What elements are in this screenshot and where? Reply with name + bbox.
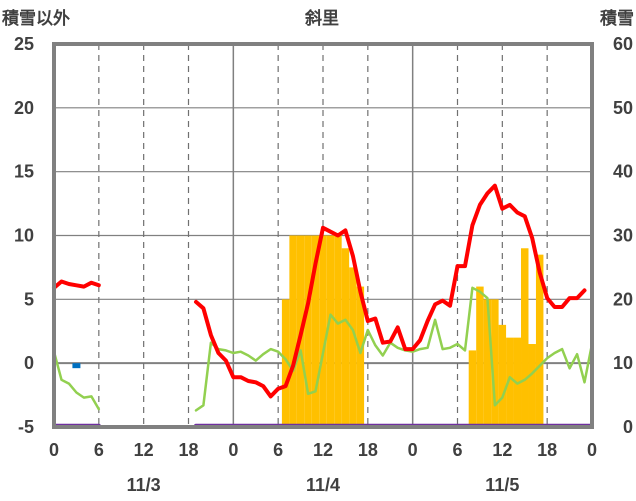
x-tick-label: 18	[178, 440, 198, 460]
right-tick-label: 50	[613, 98, 633, 118]
x-tick-label: 6	[452, 440, 462, 460]
snow_depth-bar	[289, 235, 297, 427]
right-tick-label: 30	[613, 226, 633, 246]
snow_depth-bar	[281, 299, 290, 427]
day-label: 11/3	[127, 475, 161, 495]
left-tick-label: -5	[18, 417, 34, 437]
right-tick-label: 40	[613, 162, 633, 182]
x-tick-label: 12	[313, 440, 333, 460]
snow_depth-bar	[506, 337, 514, 427]
ticks: -5 0 5 10 15 20 25 0 10 20 30 40 50 60 0 6 12 18 0 6 12 18 0 6 1…	[14, 34, 633, 495]
chart-title: 斜里	[304, 8, 339, 29]
x-tick-label: 12	[492, 440, 512, 460]
left-tick-label: 0	[24, 353, 34, 373]
snow_depth-bar	[304, 235, 312, 427]
snow_depth-bar	[341, 248, 350, 427]
x-tick-label: 12	[134, 440, 154, 460]
right-tick-label: 0	[623, 417, 633, 437]
snow_depth-bar	[491, 299, 499, 427]
left-tick-label: 15	[14, 162, 34, 182]
snow_depth-bar	[483, 299, 492, 427]
snow_depth-bar	[334, 235, 342, 427]
left-tick-label: 25	[14, 34, 34, 54]
temperature-line	[52, 279, 101, 290]
snow_depth-bar	[356, 286, 365, 427]
snow_depth-bar	[326, 235, 335, 427]
left-tick-label: 5	[24, 289, 34, 309]
x-tick-label: 6	[94, 440, 104, 460]
dewpoint-line	[194, 286, 594, 412]
right-tick-label: 10	[613, 353, 633, 373]
snow_depth-bar	[521, 248, 529, 427]
right-axis-label: 積雪	[600, 8, 634, 29]
snow_depth-bar	[319, 235, 327, 427]
left-tick-label: 10	[14, 226, 34, 246]
snow_depth-bar	[528, 344, 536, 427]
day-label: 11/4	[306, 475, 340, 495]
right-tick-label: 60	[613, 34, 633, 54]
snow_depth-bar	[535, 254, 544, 427]
snow_depth-bar	[476, 286, 484, 427]
snow_depth-bar	[498, 324, 507, 427]
precip-bar	[72, 363, 81, 369]
dewpoint-line	[52, 350, 101, 411]
right-tick-label: 20	[613, 289, 633, 309]
x-tick-label: 18	[358, 440, 378, 460]
x-tick-label: 0	[408, 440, 418, 460]
left-tick-label: 20	[14, 98, 34, 118]
temperature-line	[194, 183, 587, 399]
x-tick-label: 18	[537, 440, 557, 460]
x-tick-label: 0	[49, 440, 59, 460]
x-tick-label: 0	[587, 440, 597, 460]
plot-frame	[52, 42, 594, 429]
snow_depth-bar	[311, 235, 320, 427]
x-tick-label: 6	[273, 440, 283, 460]
day-label: 11/5	[485, 475, 519, 495]
x-tick-label: 0	[228, 440, 238, 460]
snow_depth-bar	[468, 350, 477, 427]
snow_depth-bar	[349, 267, 357, 427]
left-axis-label: 積雪以外	[2, 8, 70, 29]
